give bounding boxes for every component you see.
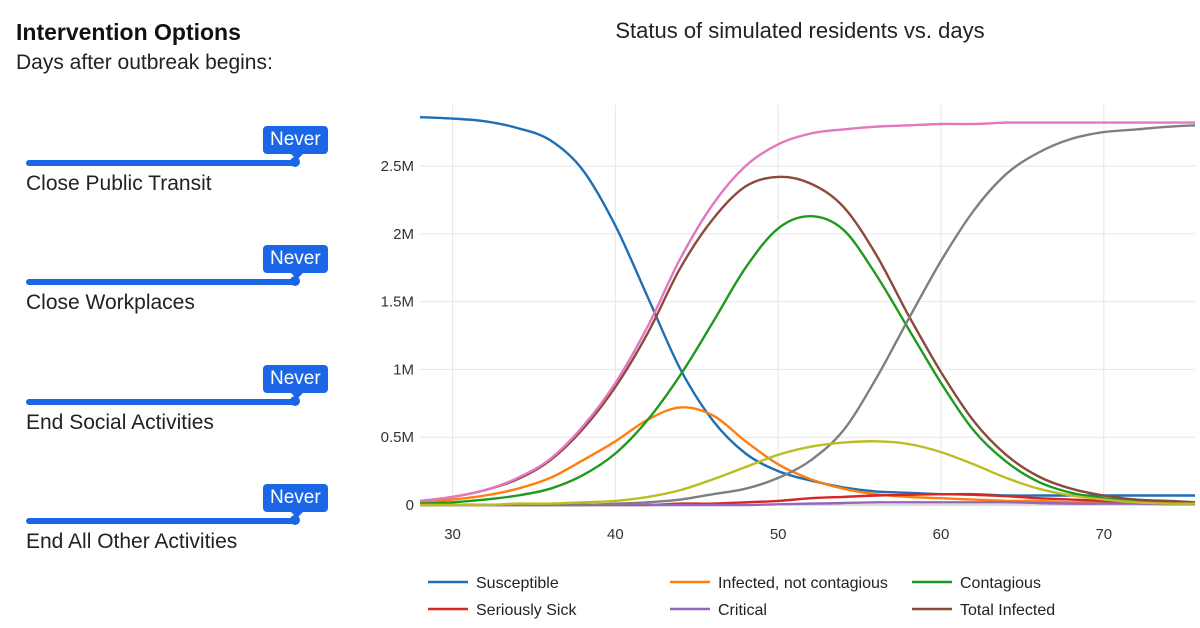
slider-end-social-activities: Never End Social Activities: [26, 359, 336, 439]
series-line: [419, 116, 1195, 497]
slider-track[interactable]: [26, 279, 296, 285]
series-line: [419, 214, 1196, 505]
slider-handle[interactable]: [290, 396, 300, 406]
series-line: [420, 124, 1196, 507]
panel-subtitle: Days after outbreak begins:: [16, 51, 273, 74]
intervention-panel: Intervention Options Days after outbreak…: [0, 0, 360, 628]
slider-handle[interactable]: [290, 515, 300, 525]
x-tick-label: 50: [770, 526, 787, 543]
chart-title: Status of simulated residents vs. days: [615, 18, 985, 43]
y-tick-label: 2.5M: [381, 158, 414, 175]
slider-close-workplaces: Never Close Workplaces: [26, 239, 336, 319]
legend-item: Infected, not contagious: [718, 575, 888, 592]
y-tick-label: 0: [406, 497, 414, 514]
y-tick-label: 0.5M: [381, 429, 414, 446]
legend-item: Susceptible: [476, 575, 559, 592]
slider-label: End All Other Activities: [26, 530, 238, 553]
slider-value-badge[interactable]: Never: [263, 126, 328, 160]
slider-handle[interactable]: [290, 276, 300, 286]
series-line: [419, 406, 1195, 504]
x-tick-label: 30: [444, 526, 461, 543]
x-tick-label: 70: [1095, 526, 1112, 543]
y-tick-label: 1M: [393, 361, 414, 378]
legend-item: Critical: [718, 602, 767, 619]
slider-track[interactable]: [26, 399, 296, 405]
x-tick-label: 40: [607, 526, 624, 543]
slider-track[interactable]: [26, 518, 296, 524]
chart-area: Status of simulated residents vs. days 0…: [360, 0, 1200, 628]
slider-end-all-other-activities: Never End All Other Activities: [26, 478, 336, 558]
series-line: [419, 175, 1196, 504]
slider-value-badge[interactable]: Never: [263, 365, 328, 399]
slider-value-badge[interactable]: Never: [263, 245, 328, 279]
slider-handle[interactable]: [290, 157, 300, 167]
panel-title: Intervention Options: [16, 19, 241, 45]
legend-item: Seriously Sick: [476, 602, 577, 619]
slider-label: Close Workplaces: [26, 291, 195, 314]
y-tick-label: 1.5M: [381, 294, 414, 311]
slider-label: Close Public Transit: [26, 172, 212, 195]
series-line: [420, 440, 1196, 507]
slider-track[interactable]: [26, 160, 296, 166]
series-line: [419, 121, 1195, 503]
slider-value-badge[interactable]: Never: [263, 484, 328, 518]
slider-close-public-transit: Never Close Public Transit: [26, 120, 336, 200]
x-tick-label: 60: [933, 526, 950, 543]
slider-label: End Social Activities: [26, 411, 214, 434]
y-tick-label: 2M: [393, 226, 414, 243]
legend-item: Total Infected: [960, 602, 1055, 619]
legend-item: Contagious: [960, 575, 1041, 592]
line-chart: 0 0.5M 1M 1.5M 2M 2.5M 30 40 50 60 70 Susceptible In…: [381, 105, 1196, 619]
